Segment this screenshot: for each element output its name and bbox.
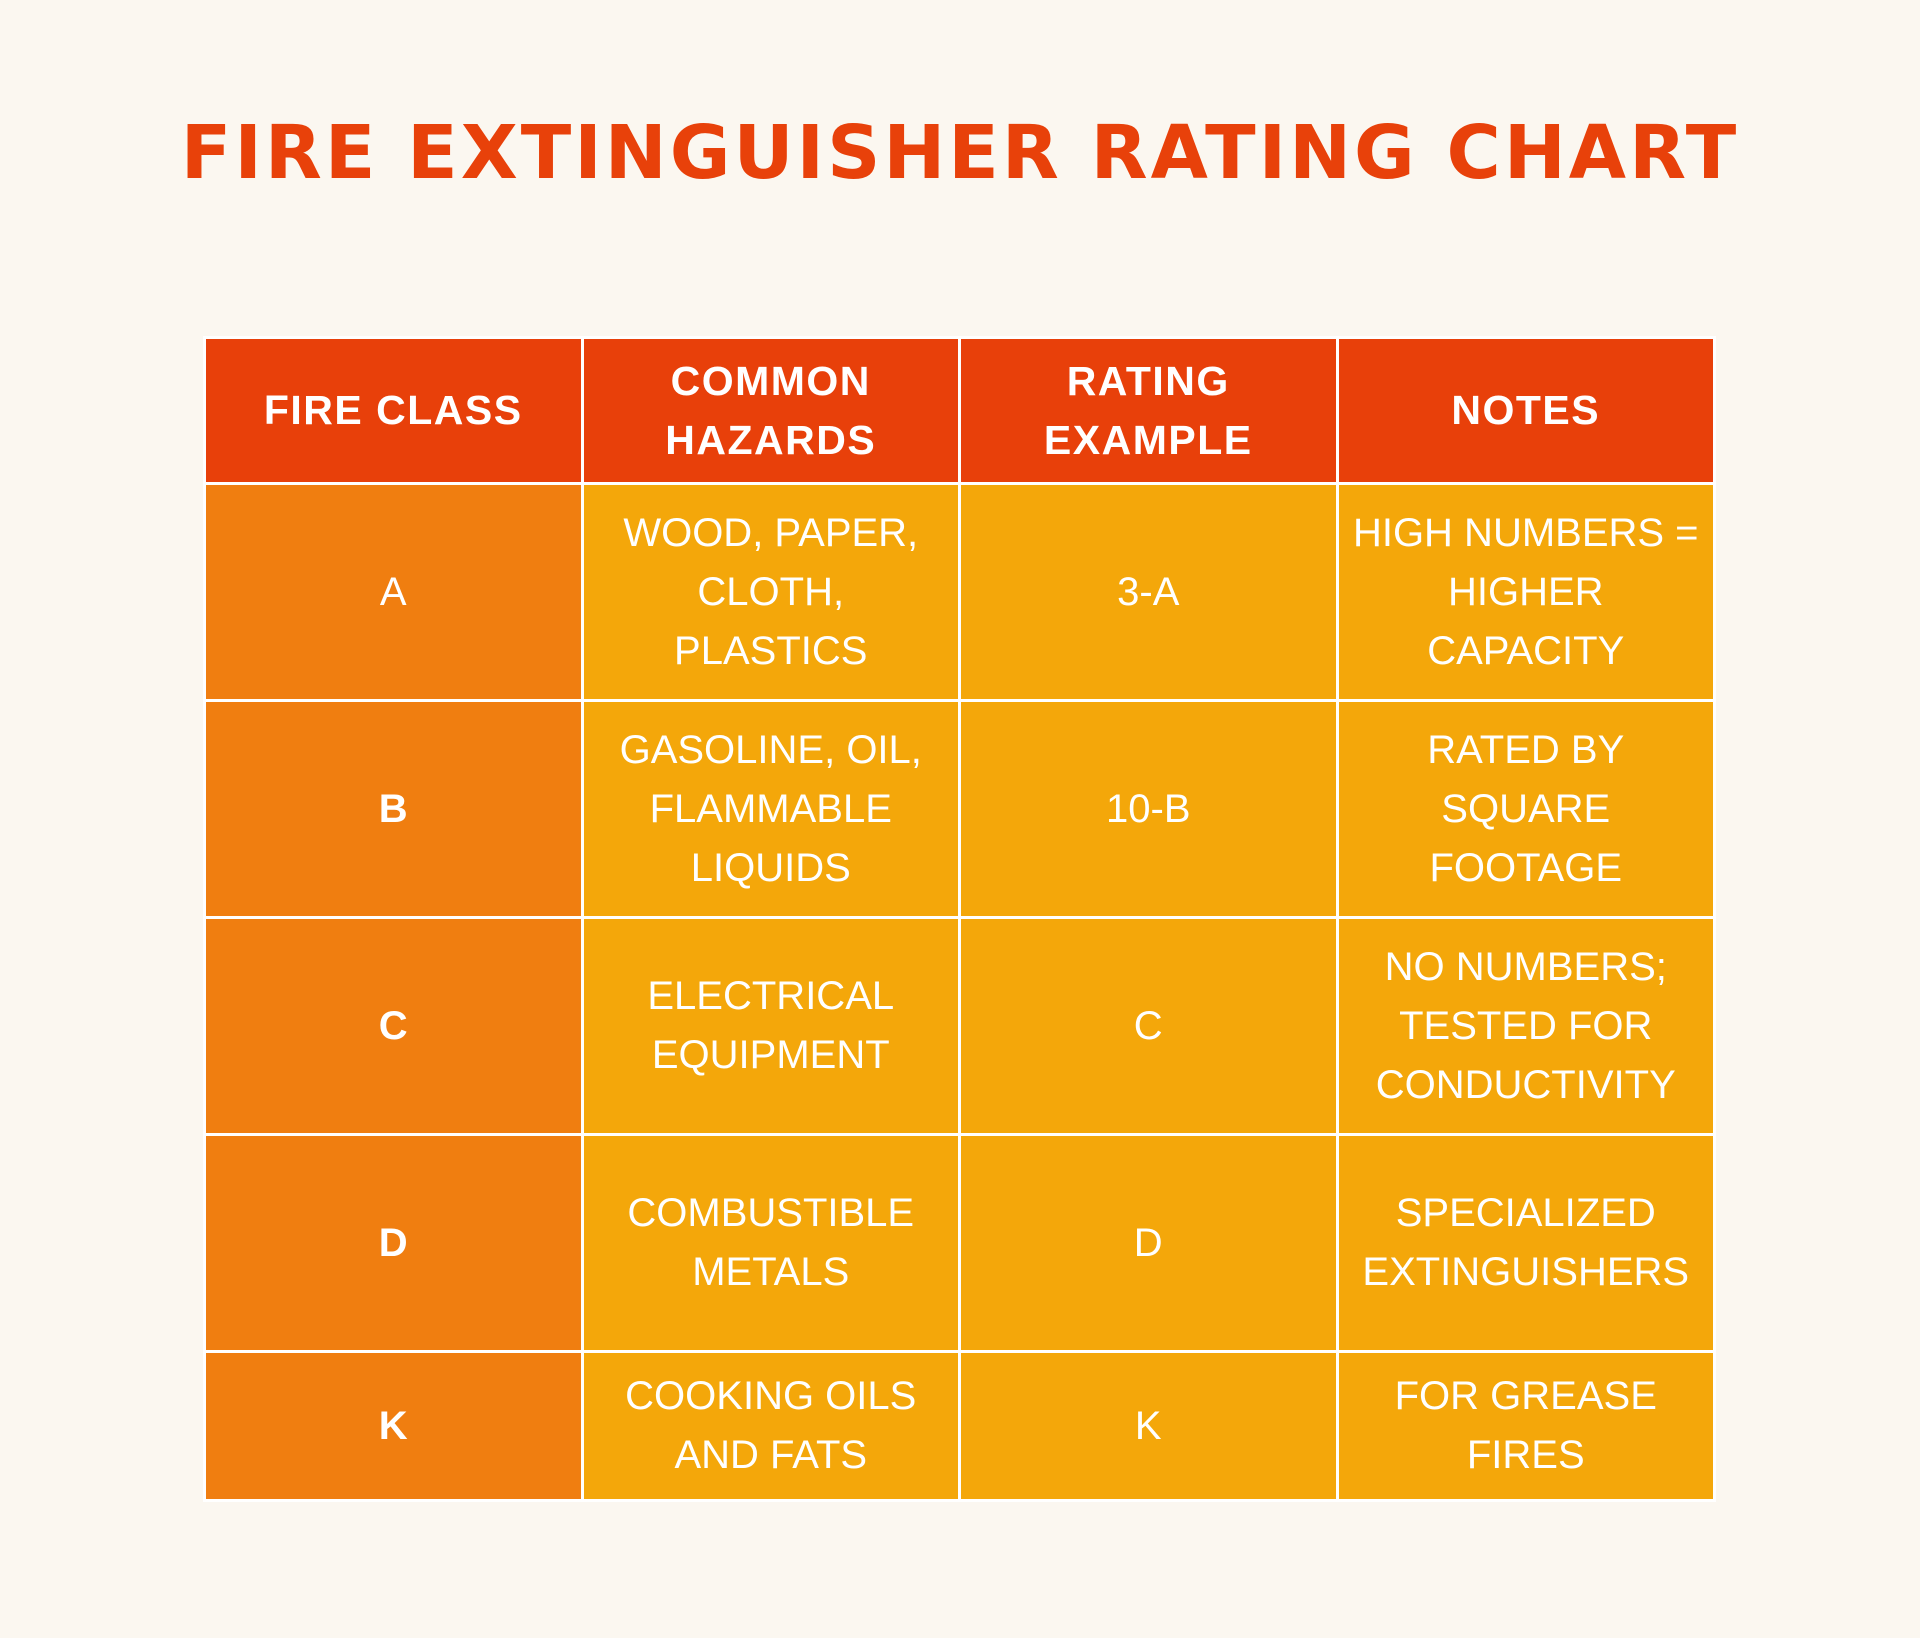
fire-class: D [203,1133,584,1353]
rating-example: D [958,1133,1339,1353]
header-cell: COMMON HAZARDS [580,336,961,485]
common-hazards: GASOLINE, OIL, FLAMMABLE LIQUIDS [580,699,961,919]
notes: FOR GREASE FIRES [1335,1350,1716,1502]
page-title: FIRE EXTINGUISHER RATING CHART [180,110,1740,196]
table-head: FIRE CLASS COMMON HAZARDS RATING EXAMPLE… [203,336,1716,485]
notes: HIGH NUMBERS = HIGHER CAPACITY [1335,482,1716,702]
rating-example: 3-A [958,482,1339,702]
rating-table: FIRE CLASS COMMON HAZARDS RATING EXAMPLE… [203,336,1716,1502]
rating-example: K [958,1350,1339,1502]
fire-class: C [203,916,584,1136]
table-row: A WOOD, PAPER, CLOTH, PLASTICS 3-A HIGH NUM… [203,482,1716,702]
table-row: K COOKING OILS AND FATS K FOR GREASE FIRES [203,1350,1716,1502]
fire-class: K [203,1350,584,1502]
header-cell: NOTES [1335,336,1716,485]
table-row: C ELECTRICAL EQUIPMENT C NO NUMBERS; TESTED… [203,916,1716,1136]
table-row: B GASOLINE, OIL, FLAMMABLE LIQUIDS 10-B RAT… [203,699,1716,919]
table-row: D COMBUSTIBLE METALS D SPECIALIZED EXTINGUI… [203,1133,1716,1353]
table-body: A WOOD, PAPER, CLOTH, PLASTICS 3-A HIGH NUM… [203,482,1716,1502]
notes: SPECIALIZED EXTINGUISHERS [1335,1133,1716,1353]
header-cell: RATING EXAMPLE [958,336,1339,485]
fire-class: B [203,699,584,919]
header-row: FIRE CLASS COMMON HAZARDS RATING EXAMPLE… [203,336,1716,485]
notes: NO NUMBERS; TESTED FOR CONDUCTIVITY [1335,916,1716,1136]
common-hazards: ELECTRICAL EQUIPMENT [580,916,961,1136]
rating-example: 10-B [958,699,1339,919]
fire-class: A [203,482,584,702]
common-hazards: COMBUSTIBLE METALS [580,1133,961,1353]
rating-example: C [958,916,1339,1136]
notes: RATED BY SQUARE FOOTAGE [1335,699,1716,919]
common-hazards: COOKING OILS AND FATS [580,1350,961,1502]
common-hazards: WOOD, PAPER, CLOTH, PLASTICS [580,482,961,702]
header-cell: FIRE CLASS [203,336,584,485]
